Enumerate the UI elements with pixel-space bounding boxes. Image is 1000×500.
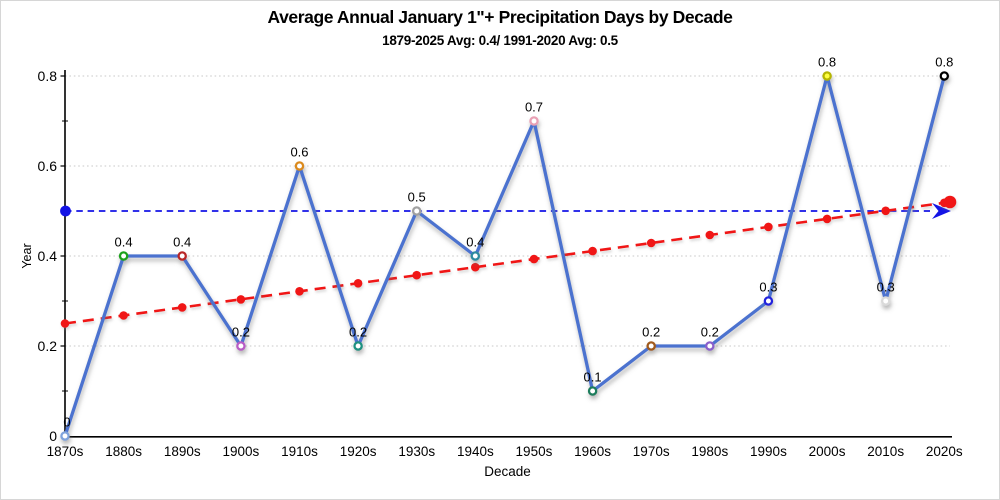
mean-start-dot: [60, 205, 71, 217]
data-point-label: 0.2: [349, 325, 367, 340]
trend-point: [881, 206, 890, 216]
data-point-marker: [411, 206, 422, 216]
x-tick-label: 1870s: [47, 444, 84, 459]
data-point-marker: [822, 71, 832, 81]
series-line: [63, 74, 946, 438]
data-point-marker: [646, 341, 656, 351]
x-tick-label: 2000s: [809, 444, 846, 459]
x-tick-label: 1960s: [574, 444, 611, 459]
data-point-label: 0.4: [466, 235, 484, 250]
trend-point: [529, 254, 539, 264]
x-tick-label: 2020s: [926, 444, 963, 459]
chart-subtitle: 1879-2025 Avg: 0.4/ 1991-2020 Avg: 0.5: [382, 33, 618, 48]
trend-point: [353, 279, 363, 288]
trend-point: [60, 319, 70, 328]
data-point-label: 0.8: [935, 55, 953, 70]
data-point-label: 0.2: [701, 325, 719, 340]
data-point-marker: [60, 431, 70, 441]
x-tick-label: 1890s: [164, 444, 201, 459]
y-tick-label: 0.6: [38, 158, 58, 174]
data-point-marker: [939, 71, 950, 81]
data-point-marker: [118, 251, 129, 261]
trend-point: [471, 262, 480, 272]
data-point-label: 0.8: [818, 55, 836, 70]
trend-line: [64, 200, 951, 325]
x-tick-label: 1910s: [281, 444, 318, 459]
x-tick-label: 2010s: [867, 444, 904, 459]
data-point-marker: [705, 341, 715, 351]
x-tick-label: 1980s: [691, 444, 728, 459]
trend-point: [177, 303, 187, 312]
series-group: [60, 71, 950, 441]
y-tick-label: 0.2: [38, 338, 58, 354]
data-point-marker: [177, 251, 187, 261]
trend-point: [412, 270, 422, 280]
x-tick-label: 1880s: [105, 444, 142, 459]
data-point-marker: [529, 116, 539, 126]
data-point-label: 0.6: [290, 145, 308, 160]
reference-line-group: [60, 203, 951, 219]
trend-point: [588, 246, 597, 256]
trend-group: [60, 195, 957, 328]
x-tick-label: 1920s: [340, 444, 377, 459]
x-tick-label: 1930s: [398, 444, 435, 459]
data-point-label: 0.2: [642, 325, 660, 340]
data-point-marker: [236, 341, 246, 351]
x-tick-label: 1950s: [516, 444, 553, 459]
data-point-marker: [587, 386, 598, 396]
x-tick-label: 1970s: [633, 444, 670, 459]
data-point-label: 0: [63, 415, 70, 430]
data-point-marker: [294, 161, 305, 171]
trend-point: [764, 222, 773, 232]
y-tick-label: 0.8: [38, 68, 58, 84]
y-axis-label: Year: [20, 243, 34, 269]
arrow-right-icon: [932, 203, 951, 219]
trend-point: [822, 214, 832, 224]
trend-end-dot: [943, 195, 957, 209]
data-point-marker: [763, 296, 774, 306]
data-point-label: 0.7: [525, 100, 543, 115]
chart-title: Average Annual January 1"+ Precipitation…: [267, 7, 733, 27]
y-tick-label: 0: [49, 428, 57, 444]
trend-point: [295, 287, 304, 296]
data-point-marker: [880, 296, 891, 306]
data-point-label: 0.4: [115, 235, 133, 250]
trend-point: [119, 311, 128, 320]
x-axis-label: Decade: [484, 464, 531, 479]
data-point-marker: [470, 251, 481, 261]
data-point-label: 0.3: [877, 280, 895, 295]
x-tick-label: 1940s: [457, 444, 494, 459]
data-point-marker: [353, 341, 363, 351]
y-tick-label: 0.4: [38, 248, 58, 264]
trend-point: [705, 230, 715, 240]
data-point-label: 0.4: [173, 235, 191, 250]
x-tick-label: 1900s: [222, 444, 259, 459]
data-point-label: 0.1: [584, 370, 602, 385]
data-point-label: 0.5: [408, 190, 426, 205]
data-point-label: 0.3: [759, 280, 777, 295]
data-point-label: 0.2: [232, 325, 250, 340]
trend-point: [236, 295, 246, 304]
trend-point: [646, 238, 656, 248]
x-tick-label: 1990s: [750, 444, 787, 459]
